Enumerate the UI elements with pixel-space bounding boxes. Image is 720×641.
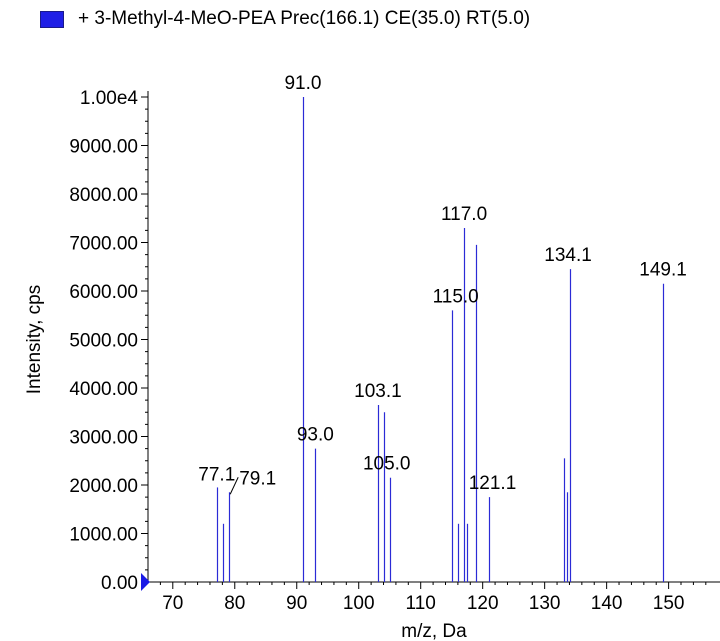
peak-label: 91.0	[284, 73, 321, 94]
axes: 0.00 1000.00 2000.00 3000.00 4000.00 5000.00 6…	[24, 88, 720, 641]
x-tick-label: 130	[529, 593, 561, 614]
x-tick-label: 110	[406, 593, 436, 614]
peak-label: 121.1	[469, 473, 517, 494]
y-tick-label: 4000.00	[69, 379, 138, 400]
y-tick-label: 7000.00	[69, 234, 138, 255]
x-tick-label: 80	[224, 593, 245, 614]
x-tick-label: 70	[162, 593, 183, 614]
y-tick-label: 8000.00	[69, 185, 138, 206]
peak-label-leader	[229, 477, 239, 495]
x-tick-label: 90	[286, 593, 307, 614]
y-tick-label: 0.00	[101, 573, 138, 594]
peak-label: 93.0	[297, 425, 334, 446]
peak-label: 115.0	[433, 286, 479, 307]
peak-label: 117.0	[441, 204, 487, 225]
x-tick-label: 120	[467, 593, 499, 614]
y-axis-title: Intensity, cps	[24, 285, 45, 394]
origin-marker	[141, 573, 150, 591]
x-tick-label: 140	[591, 593, 623, 614]
peak-label: 134.1	[544, 245, 592, 266]
peak-label: 105.0	[363, 454, 411, 475]
y-tick-label: 6000.00	[69, 282, 138, 303]
y-tick-label: 5000.00	[69, 331, 138, 352]
x-axis-title: m/z, Da	[401, 621, 467, 641]
legend-swatch	[40, 10, 64, 28]
peak-bars	[216, 97, 665, 582]
x-tick-label: 150	[653, 593, 685, 614]
legend-text: + 3-Methyl-4-MeO-PEA Prec(166.1) CE(35.0…	[78, 8, 531, 29]
peak-label: 77.1	[198, 464, 235, 485]
y-tick-label: 1.00e4	[80, 88, 139, 109]
x-tick-label: 100	[343, 593, 375, 614]
peak-label: 149.1	[639, 260, 687, 281]
legend: + 3-Methyl-4-MeO-PEA Prec(166.1) CE(35.0…	[40, 6, 530, 32]
peak-label: 79.1	[239, 468, 276, 489]
peak-label: 103.1	[354, 381, 402, 402]
peak-labels: 91.0 117.0 134.1 149.1 115.0 103.1 93.0 105.0 12…	[198, 73, 687, 495]
y-tick-label: 1000.00	[69, 525, 138, 546]
y-tick-label: 9000.00	[69, 137, 138, 158]
y-tick-label: 3000.00	[69, 428, 138, 449]
y-tick-label: 2000.00	[69, 476, 138, 497]
